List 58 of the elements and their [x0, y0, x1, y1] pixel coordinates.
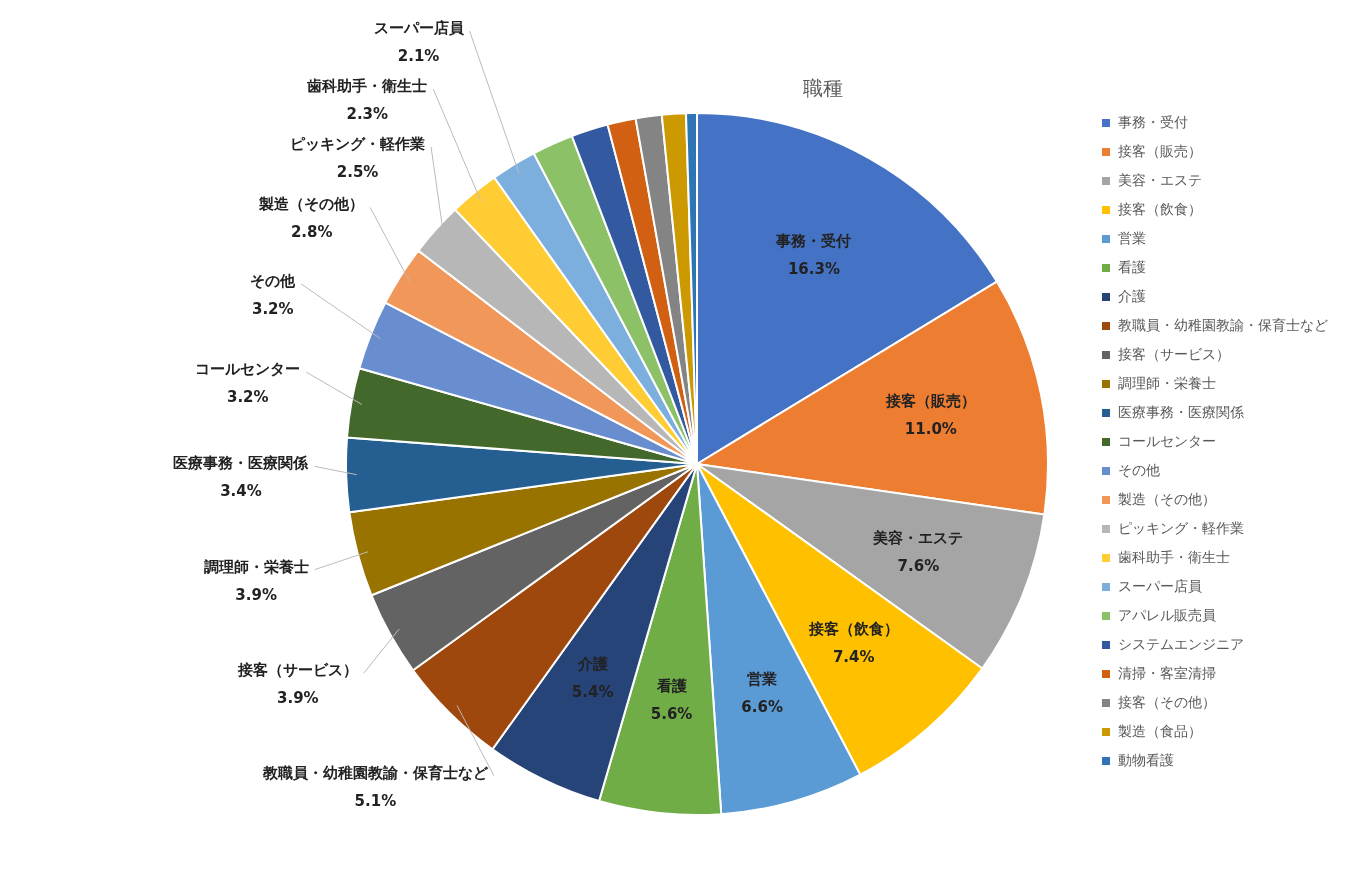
slice-label: 接客（サービス） — [236, 660, 358, 679]
slice-label: 事務・受付 — [775, 231, 852, 250]
slice-label: 医療事務・医療関係 — [173, 454, 310, 473]
slice-label: ピッキング・軽作業 — [290, 134, 426, 153]
data-label: 16.3% — [787, 259, 840, 278]
legend-label: アパレル販売員 — [1118, 606, 1216, 623]
legend-label: 歯科助手・衛生士 — [1118, 548, 1230, 565]
data-label: 11.0% — [904, 420, 957, 439]
legend-label: 製造（その他） — [1118, 490, 1216, 507]
data-label: 3.2% — [226, 388, 269, 407]
legend-label: 接客（販売） — [1118, 142, 1202, 159]
slice-label: コールセンター — [195, 360, 301, 379]
slice-label: 看護 — [655, 677, 687, 696]
legend-label: スーパー店員 — [1118, 577, 1202, 594]
legend-label: 教職員・幼稚園教諭・保育士など — [1118, 316, 1328, 333]
slice-label: 製造（その他） — [258, 195, 365, 214]
slice-label: その他 — [250, 271, 297, 290]
data-label: 5.4% — [571, 682, 614, 701]
slice-label: 調理師・栄養士 — [203, 557, 309, 576]
data-label: 2.5% — [336, 162, 379, 181]
data-label: 5.6% — [650, 705, 693, 724]
data-label: 2.3% — [346, 104, 389, 123]
legend-label: 調理師・栄養士 — [1118, 374, 1216, 391]
data-label: 5.1% — [354, 791, 397, 810]
legend-label: 営業 — [1118, 229, 1146, 246]
legend-label: 製造（食品） — [1118, 722, 1202, 739]
text: 職種 — [803, 76, 843, 101]
legend-label: 介護 — [1118, 287, 1146, 304]
slice-label: 美容・エステ — [872, 529, 964, 548]
legend-label: その他 — [1118, 461, 1160, 478]
slice-label: スーパー店員 — [373, 18, 465, 37]
legend-label: 医療事務・医療関係 — [1118, 403, 1244, 420]
slice-label: 介護 — [576, 654, 608, 673]
legend-label: 接客（サービス） — [1118, 345, 1230, 362]
legend-label: 清掃・客室清掃 — [1118, 664, 1216, 681]
data-label: 3.9% — [277, 688, 319, 707]
data-label: 2.8% — [290, 223, 333, 242]
legend-label: 動物看護 — [1118, 751, 1174, 768]
slice-label: 歯科助手・衛生士 — [306, 76, 428, 95]
slice-label: 接客（飲食） — [807, 619, 899, 638]
slice-label: 教職員・幼稚園教諭・保育士など — [261, 763, 489, 782]
legend-label: システムエンジニア — [1118, 635, 1244, 652]
data-label: 7.4% — [832, 647, 875, 666]
legend-label: コールセンター — [1118, 432, 1216, 449]
legend-label: ピッキング・軽作業 — [1118, 519, 1244, 536]
legend-label: 看護 — [1118, 258, 1146, 275]
data-label: 3.4% — [220, 482, 262, 501]
slice-label: 営業 — [747, 669, 778, 688]
legend-label: 美容・エステ — [1118, 171, 1202, 188]
legend-label: 接客（その他） — [1118, 693, 1216, 710]
slice-label: 接客（販売） — [884, 392, 976, 411]
data-label: 6.6% — [741, 697, 783, 716]
legend-label: 接客（飲食） — [1118, 200, 1202, 217]
data-label: 2.1% — [397, 46, 440, 65]
data-label: 7.6% — [897, 557, 940, 576]
legend-label: 事務・受付 — [1118, 113, 1188, 130]
data-label: 3.9% — [235, 585, 277, 604]
data-label: 3.2% — [251, 299, 294, 318]
